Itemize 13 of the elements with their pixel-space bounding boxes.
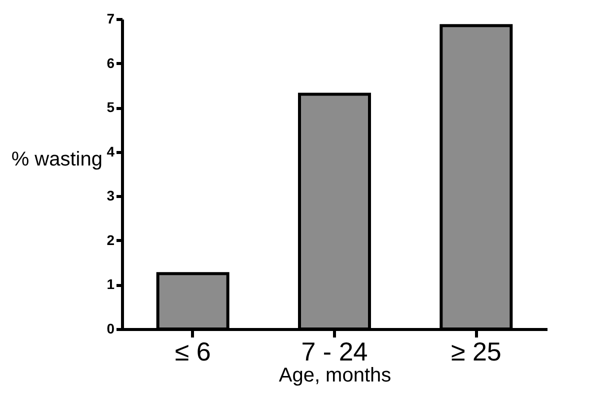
x-tick-label: 7 - 24	[301, 336, 368, 366]
y-tick-label: 1	[106, 276, 115, 292]
y-tick-label: 2	[106, 232, 115, 248]
x-tick-label: ≥ 25	[450, 336, 502, 366]
y-tick-label: 6	[106, 54, 115, 71]
y-tick-label: 7	[106, 10, 115, 26]
y-axis-title: % wasting	[11, 148, 102, 170]
y-tick-label: 3	[106, 188, 115, 204]
x-axis-title: Age, months	[278, 364, 392, 386]
y-tick-label: 5	[106, 99, 115, 116]
x-tick-label: ≤ 6	[174, 336, 211, 366]
y-tick-label: 0	[106, 320, 115, 336]
y-tick-label: 4	[106, 143, 115, 160]
